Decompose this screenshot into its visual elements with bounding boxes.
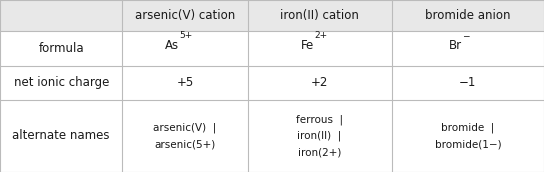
Text: +2: +2 — [311, 77, 328, 89]
Text: net ionic charge: net ionic charge — [14, 77, 109, 89]
Text: As: As — [165, 39, 180, 52]
Text: ferrous  |: ferrous | — [296, 114, 343, 125]
Text: Br: Br — [449, 39, 462, 52]
Text: iron(II) cation: iron(II) cation — [280, 9, 359, 22]
Text: alternate names: alternate names — [13, 129, 110, 142]
Text: 5+: 5+ — [180, 31, 193, 40]
Text: arsenic(V) cation: arsenic(V) cation — [135, 9, 235, 22]
Text: formula: formula — [39, 42, 84, 55]
Text: bromide anion: bromide anion — [425, 9, 511, 22]
Text: −: − — [462, 31, 470, 40]
Text: 2+: 2+ — [314, 31, 327, 40]
Text: −1: −1 — [459, 77, 477, 89]
Bar — [0, 0, 544, 31]
Text: arsenic(5+): arsenic(5+) — [154, 139, 215, 149]
Text: Fe: Fe — [301, 39, 314, 52]
Text: bromide  |: bromide | — [441, 122, 494, 133]
Text: arsenic(V)  |: arsenic(V) | — [153, 122, 217, 133]
Text: iron(II)  |: iron(II) | — [298, 131, 342, 141]
Text: +5: +5 — [176, 77, 194, 89]
Text: bromide(1−): bromide(1−) — [435, 139, 501, 149]
Text: iron(2+): iron(2+) — [298, 147, 341, 157]
